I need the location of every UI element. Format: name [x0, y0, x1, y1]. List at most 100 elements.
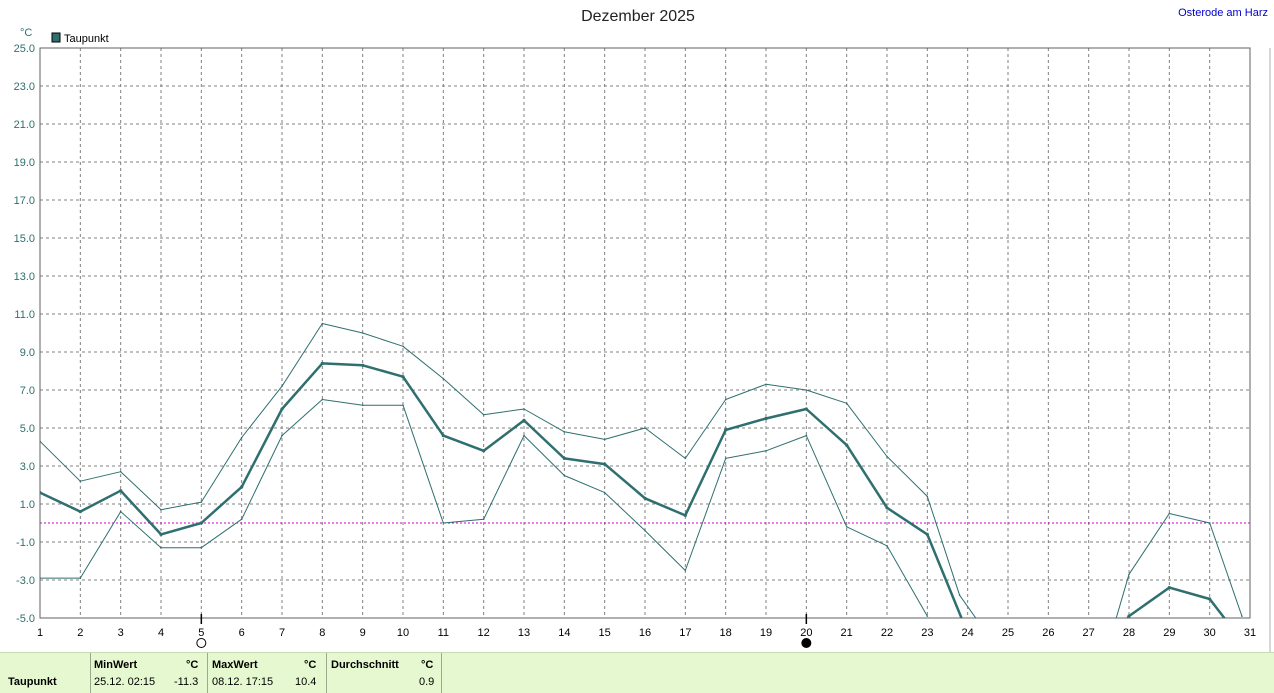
data-point-min: [442, 522, 445, 524]
y-tick-label: 17.0: [14, 195, 35, 207]
y-tick-label: 25.0: [14, 43, 35, 55]
y-tick-label: -3.0: [16, 575, 35, 587]
statistics-bar: Taupunkt MinWert °C 25.12. 02:15 -11.3 M…: [0, 652, 1274, 693]
data-point-min: [361, 404, 364, 407]
data-point-max: [724, 398, 727, 401]
data-point-mean: [683, 513, 687, 518]
data-point-min: [79, 577, 82, 579]
x-tick-label: 9: [360, 627, 366, 639]
data-point-max: [845, 402, 848, 405]
series-line-max: [40, 323, 1243, 618]
data-point-min: [644, 529, 646, 532]
x-tick-label: 7: [279, 627, 285, 639]
x-tick-label: 3: [118, 627, 124, 639]
station-link[interactable]: Osterode am Harz: [1178, 7, 1268, 19]
x-tick-label: 23: [921, 627, 933, 639]
x-tick-label: 10: [397, 627, 409, 639]
x-tick-label: 15: [599, 627, 611, 639]
legend-label: Taupunkt: [64, 33, 109, 45]
min-unit: °C: [186, 659, 199, 671]
y-tick-label: 11.0: [14, 309, 35, 321]
data-point-mean: [361, 363, 365, 367]
stats-divider: [441, 653, 442, 693]
x-tick-label: 21: [841, 627, 853, 639]
data-point-min: [240, 518, 243, 520]
data-point-max: [321, 322, 324, 325]
data-point-max: [805, 389, 808, 391]
data-point-mean: [401, 375, 405, 379]
stats-row-label: Taupunkt: [8, 676, 57, 688]
max-value: 10.4: [295, 676, 317, 688]
stats-divider: [90, 653, 91, 693]
data-point-mean: [199, 521, 203, 525]
data-point-max: [1168, 512, 1171, 515]
data-point-max: [119, 470, 122, 473]
max-datetime: 08.12. 17:15: [212, 676, 274, 688]
y-tick-label: 3.0: [20, 461, 35, 473]
data-point-min: [160, 546, 162, 549]
x-tick-label: 6: [239, 627, 245, 639]
data-point-max: [200, 501, 203, 503]
chart-title: Dezember 2025: [581, 8, 695, 25]
data-point-mean: [159, 532, 163, 537]
data-point-max: [160, 508, 162, 511]
x-tick-label: 19: [760, 627, 772, 639]
min-datetime: 25.12. 02:15: [94, 676, 156, 688]
data-point-max: [958, 594, 961, 596]
data-point-mean: [562, 456, 566, 460]
x-tick-label: 14: [558, 627, 570, 639]
x-tick-label: 24: [962, 627, 974, 639]
legend-swatch: [51, 32, 61, 43]
data-point-min: [523, 434, 525, 437]
data-point-mean: [320, 361, 324, 365]
y-tick-label: 9.0: [20, 347, 35, 359]
x-tick-label: 12: [478, 627, 490, 639]
data-point-max: [644, 427, 646, 429]
x-tick-label: 29: [1163, 627, 1175, 639]
dewpoint-chart: Dezember 2025 Osterode am Harz °C Taupun…: [0, 0, 1274, 652]
data-point-max: [684, 457, 687, 460]
data-point-max: [563, 431, 566, 433]
data-point-mean: [522, 418, 526, 422]
x-tick-label: 13: [518, 627, 530, 639]
series-group: [40, 322, 1243, 618]
data-point-mean: [724, 428, 728, 432]
data-point-mean: [1208, 597, 1212, 601]
data-point-mean: [764, 416, 768, 421]
y-tick-label: 21.0: [14, 119, 35, 131]
avg-header: Durchschnitt: [331, 659, 399, 671]
data-point-min: [482, 518, 485, 520]
y-tick-label: 5.0: [20, 423, 35, 435]
x-tick-label: 17: [679, 627, 691, 639]
data-point-min: [603, 491, 606, 494]
data-point-min: [845, 526, 848, 528]
y-tick-label: 23.0: [14, 81, 35, 93]
avg-unit: °C: [421, 659, 434, 671]
data-point-max: [1241, 615, 1243, 617]
data-point-min: [321, 398, 324, 401]
data-point-mean: [441, 434, 445, 438]
max-unit: °C: [304, 659, 317, 671]
data-point-max: [79, 480, 82, 483]
data-point-max: [886, 455, 888, 458]
chart-background: [0, 0, 1274, 652]
data-point-mean: [482, 449, 486, 453]
full-moon-icon: [196, 638, 207, 648]
data-point-mean: [78, 510, 82, 514]
data-point-mean: [925, 532, 929, 537]
y-tick-label: 13.0: [14, 271, 35, 283]
x-tick-label: 1: [37, 627, 43, 639]
x-tick-label: 18: [720, 627, 732, 639]
data-point-mean: [1127, 614, 1131, 618]
x-tick-label: 31: [1244, 627, 1256, 639]
x-tick-label: 20: [800, 627, 812, 639]
y-tick-label: -5.0: [16, 613, 35, 625]
data-point-max: [1128, 573, 1130, 576]
plot-frame: [39, 47, 1251, 619]
y-tick-label: 7.0: [20, 385, 35, 397]
x-axis: 1 2 3 4 5 6 7 8 9 10 11 12 13 14 15 16 17 18 19 20 21 22 23 24 2…: [37, 627, 1256, 639]
data-point-max: [523, 408, 525, 410]
x-tick-label: 27: [1083, 627, 1095, 639]
data-point-mean: [845, 443, 849, 447]
data-point-mean: [240, 485, 244, 489]
